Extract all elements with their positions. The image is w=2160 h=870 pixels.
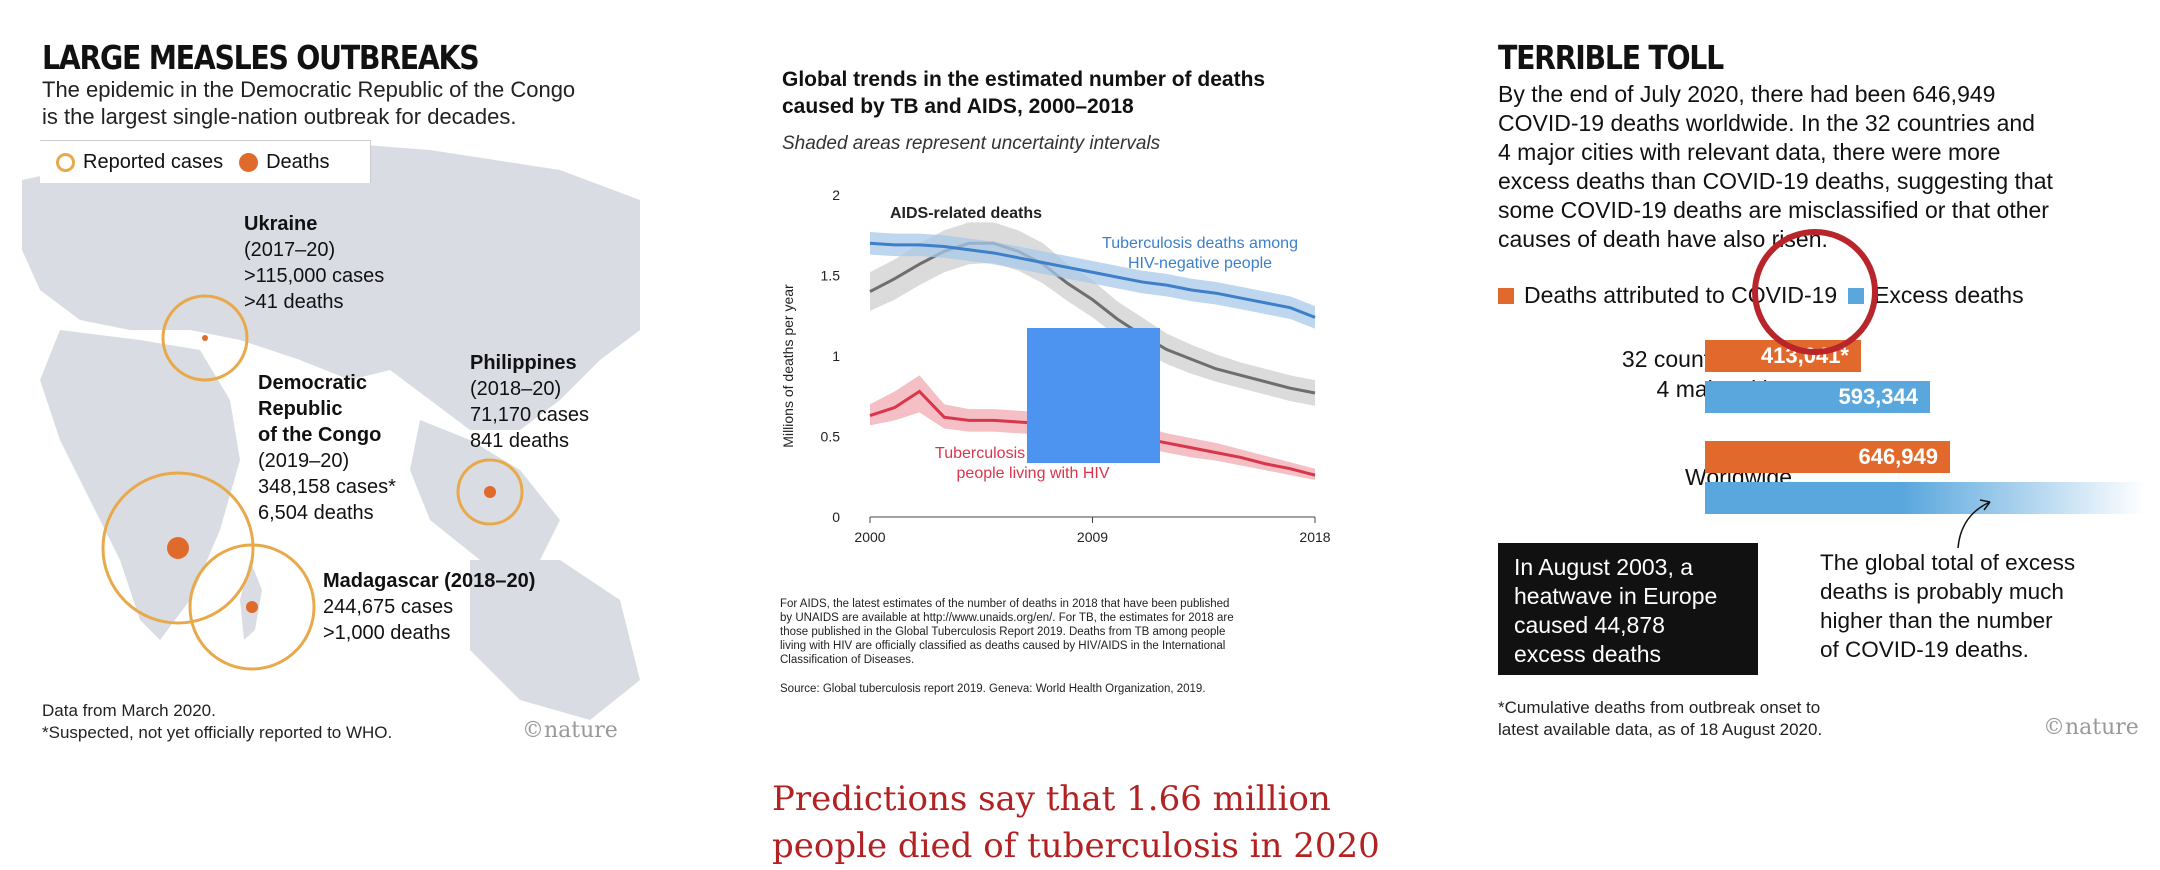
tb-prediction-caption: Predictions say that 1.66 million people… xyxy=(772,779,1380,866)
y-tick-label: 1 xyxy=(832,348,840,364)
excess-note: The global total of excess deaths is pro… xyxy=(1820,550,2076,662)
chart-footnote: For AIDS, the latest estimates of the nu… xyxy=(780,598,1234,666)
bar-attributed-worldwide: 646,949 xyxy=(1705,441,1950,473)
covid-title: TERRIBLE TOLL xyxy=(1498,38,1724,77)
excess-legend-swatch xyxy=(1848,287,1864,304)
measles-subtitle: The epidemic in the Democratic Republic … xyxy=(42,77,576,129)
aids-uncertainty-band xyxy=(870,222,1315,406)
covid-body: By the end of July 2020, there had been … xyxy=(1498,81,2053,252)
deaths-legend-label: Deaths xyxy=(266,150,330,173)
covid-footnote: *Cumulative deaths from outbreak onset t… xyxy=(1498,698,1823,739)
drc-label: Democratic Republic of the Congo (2019–2… xyxy=(258,372,396,524)
covid-panel: TERRIBLE TOLL By the end of July 2020, t… xyxy=(1480,0,2160,760)
tb-aids-line-chart: 0 0.5 1 1.5 2 2000 2009 2018 Millions of deaths … xyxy=(780,187,1331,545)
y-axis-label: Millions of deaths per year xyxy=(780,284,796,448)
measles-panel: LARGE MEASLES OUTBREAKS The epidemic in … xyxy=(0,0,650,760)
measles-title: LARGE MEASLES OUTBREAKS xyxy=(42,38,480,77)
bar-value-label: 413,041* xyxy=(1760,343,1849,368)
heatwave-callout: In August 2003, a heatwave in Europe cau… xyxy=(1498,543,1758,675)
deaths-legend-icon xyxy=(239,152,259,172)
madagascar-label: Madagascar (2018–20) 244,675 cases >1,00… xyxy=(323,570,536,644)
tb-hiv-positive-series-label: people living with HIV xyxy=(957,465,1110,482)
covid-legend-excess: Excess deaths xyxy=(1848,282,2024,309)
philippines-label: Philippines (2018–20) 71,170 cases 841 d… xyxy=(470,352,589,452)
aids-series-label: AIDS-related deaths xyxy=(890,205,1042,222)
bar-value-label: 646,949 xyxy=(1858,444,1938,469)
chart-source: Source: Global tuberculosis report 2019.… xyxy=(780,683,1206,695)
nature-logo: ©nature xyxy=(2043,715,2139,740)
reported-cases-legend-icon xyxy=(56,152,75,172)
tb-hiv-negative-series-label: HIV-negative people xyxy=(1128,255,1272,272)
x-tick-label: 2000 xyxy=(854,529,885,545)
attributed-legend-swatch xyxy=(1498,287,1514,304)
y-tick-label: 0.5 xyxy=(821,429,841,445)
y-tick-label: 0 xyxy=(832,509,840,525)
bar-excess-countries: 593,344 xyxy=(1705,381,1930,413)
bar-value-label: 593,344 xyxy=(1838,384,1918,409)
measles-legend: Reported cases Deaths xyxy=(40,140,371,183)
covid-legend-attributed: Deaths attributed to COVID-19 xyxy=(1498,282,1837,309)
chart-title: Global trends in the estimated number of… xyxy=(782,68,1266,118)
overlay-block xyxy=(1027,328,1160,463)
chart-subtitle: Shaded areas represent uncertainty inter… xyxy=(782,133,1161,154)
bar-attributed-countries: 413,041* xyxy=(1705,340,1861,372)
nature-logo: ©nature xyxy=(522,718,618,743)
y-tick-label: 2 xyxy=(832,187,840,203)
tb-hiv-negative-series-label: Tuberculosis deaths among xyxy=(1102,235,1298,252)
measles-footnote: Data from March 2020. *Suspected, not ye… xyxy=(42,701,393,742)
tb-hiv-negative-uncertainty-band xyxy=(870,232,1315,329)
reported-cases-legend-label: Reported cases xyxy=(83,150,224,173)
tb-aids-panel: Global trends in the estimated number of… xyxy=(750,0,1350,760)
bar-excess-worldwide-unknown xyxy=(1705,482,2145,514)
x-tick-label: 2018 xyxy=(1299,529,1330,545)
world-map xyxy=(22,140,640,720)
ukraine-label: Ukraine (2017–20) >115,000 cases >41 dea… xyxy=(244,213,385,313)
tb-hiv-negative-series-line xyxy=(869,241,1316,319)
y-tick-label: 1.5 xyxy=(821,268,841,284)
x-tick-label: 2009 xyxy=(1077,529,1108,545)
